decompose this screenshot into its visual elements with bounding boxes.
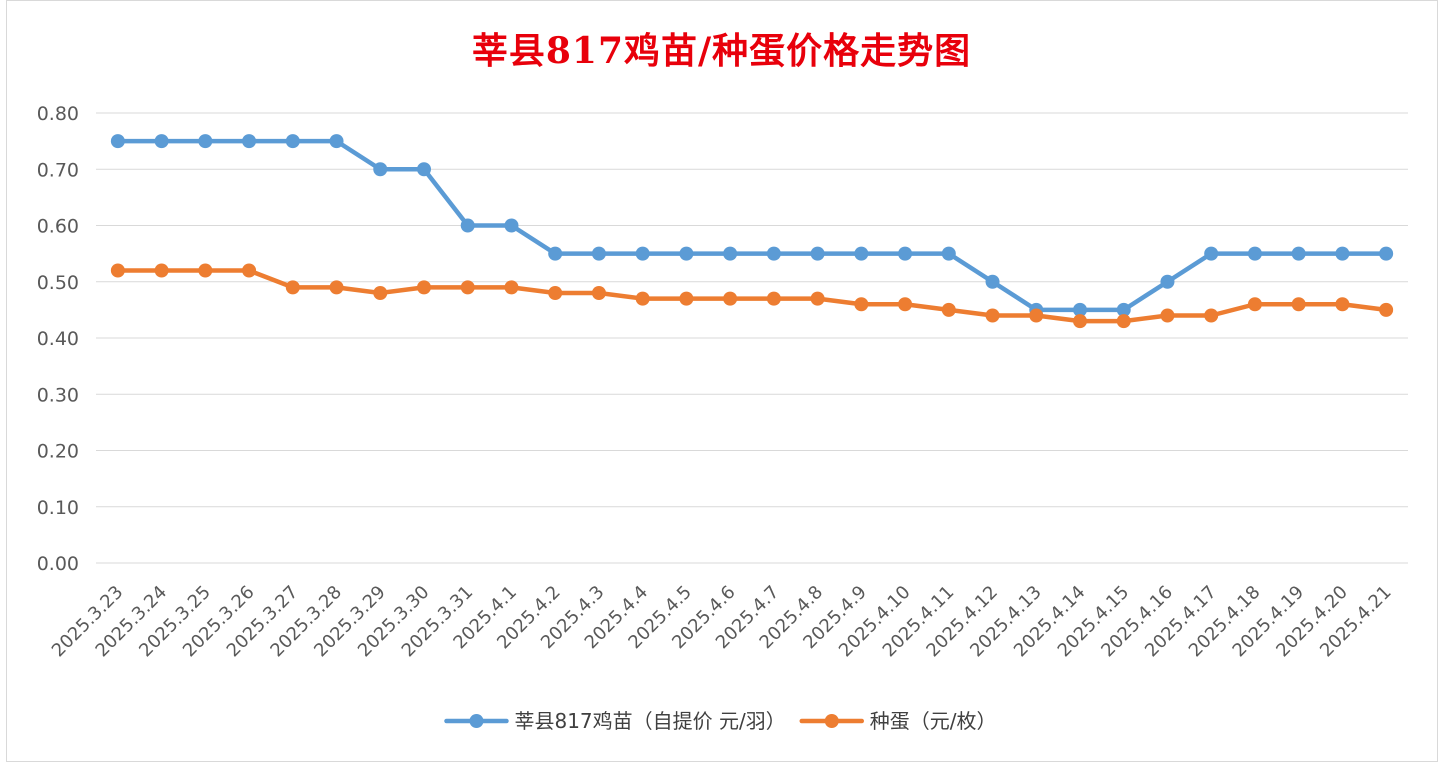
data-point [198, 263, 213, 278]
y-tick-label: 0.20 [37, 441, 79, 463]
data-point [985, 308, 1000, 323]
data-point [1029, 308, 1044, 323]
data-point [1160, 274, 1175, 289]
chart-title: 莘县817鸡苗/种蛋价格走势图 [471, 30, 972, 72]
data-point [898, 297, 913, 312]
data-point [723, 246, 738, 261]
data-point [1204, 308, 1219, 323]
data-point [635, 291, 650, 306]
data-point [460, 280, 475, 295]
data-point [810, 246, 825, 261]
data-point [1204, 246, 1219, 261]
data-point [285, 134, 300, 149]
data-point [110, 134, 125, 149]
legend-label: 莘县817鸡苗（自提价 元/羽） [514, 709, 785, 733]
data-point [548, 286, 563, 300]
legend-item-0[interactable]: 莘县817鸡苗（自提价 元/羽） [444, 709, 786, 733]
data-point [154, 263, 169, 278]
data-point [723, 291, 738, 306]
data-point [941, 246, 956, 261]
data-point [417, 162, 431, 177]
data-point [1379, 246, 1394, 261]
legend-swatch-marker [824, 714, 839, 728]
data-point [1291, 297, 1306, 312]
data-point [679, 246, 694, 261]
legend-swatch-marker [469, 714, 484, 728]
data-point [329, 134, 344, 149]
data-point [679, 291, 694, 306]
data-point [1291, 246, 1306, 261]
legend[interactable]: 莘县817鸡苗（自提价 元/羽） 种蛋（元/枚） [444, 709, 997, 733]
data-point [285, 280, 300, 295]
chart-frame [6, 0, 1438, 762]
data-point [810, 291, 825, 306]
data-point [1379, 302, 1394, 317]
data-point [329, 280, 344, 295]
data-point [242, 134, 257, 149]
data-point [1116, 314, 1131, 329]
data-point [635, 246, 650, 261]
data-point [1247, 246, 1262, 261]
data-point [504, 218, 519, 233]
legend-label: 种蛋（元/枚） [870, 709, 997, 733]
data-point [941, 302, 956, 317]
data-point [1335, 297, 1350, 312]
y-tick-label: 0.30 [37, 384, 79, 406]
series-lines [110, 134, 1394, 329]
gridlines [96, 112, 1408, 564]
data-point [854, 297, 869, 312]
series-line [115, 268, 1389, 324]
data-point [110, 263, 125, 278]
x-axis-ticks: 2025.3.232025.3.242025.3.252025.3.262025… [48, 582, 1396, 662]
data-point [591, 246, 606, 261]
data-point [985, 274, 1000, 289]
series-1 [110, 263, 1394, 329]
y-tick-label: 0.80 [37, 103, 79, 125]
y-tick-label: 0.50 [37, 272, 79, 294]
y-tick-label: 0.00 [37, 553, 79, 575]
data-point [373, 286, 388, 300]
data-point [1247, 297, 1262, 312]
data-point [504, 280, 519, 295]
data-point [854, 246, 869, 261]
legend-item-1[interactable]: 种蛋（元/枚） [799, 709, 997, 733]
y-tick-label: 0.60 [37, 216, 79, 238]
data-point [766, 291, 781, 306]
data-point [1335, 246, 1350, 261]
data-point [1073, 314, 1087, 329]
data-point [1160, 308, 1175, 323]
data-point [154, 134, 169, 149]
data-point [1073, 302, 1087, 317]
data-point [591, 286, 606, 300]
data-point [898, 246, 913, 261]
series-line [115, 138, 1389, 313]
data-point [1116, 302, 1131, 317]
data-point [460, 218, 475, 233]
y-tick-label: 0.10 [37, 497, 79, 519]
data-point [766, 246, 781, 261]
data-point [242, 263, 257, 278]
y-tick-label: 0.40 [37, 328, 79, 350]
data-point [548, 246, 563, 261]
y-axis-ticks: 0.00 0.10 0.20 0.30 0.40 0.50 0.60 0.70 0.80 [37, 103, 79, 575]
data-point [373, 162, 388, 177]
data-point [198, 134, 213, 149]
data-point [417, 280, 431, 295]
y-tick-label: 0.70 [37, 159, 79, 181]
